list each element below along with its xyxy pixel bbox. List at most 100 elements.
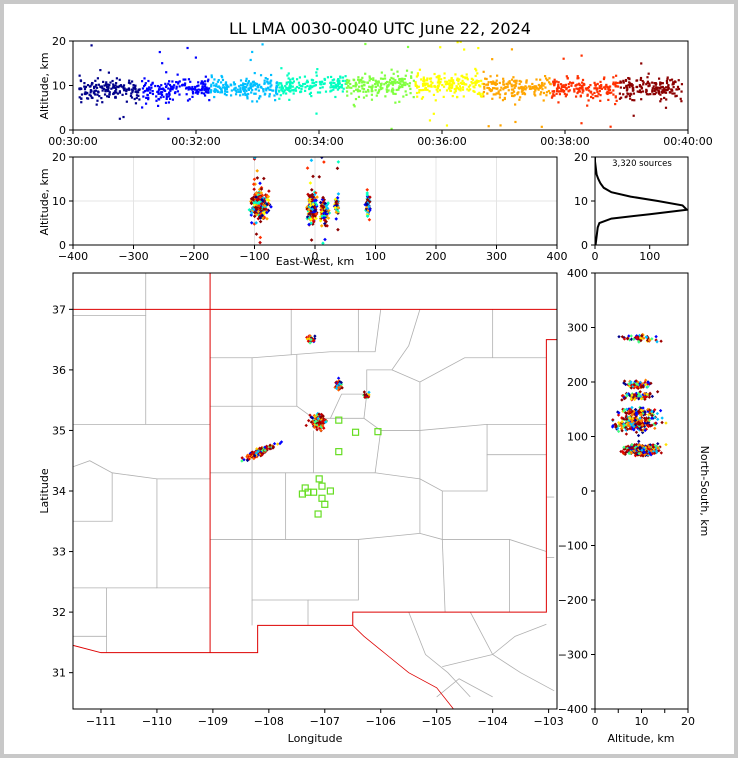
altitude-time-point (216, 80, 219, 83)
north-south-point (638, 382, 642, 386)
altitude-time-point (332, 78, 336, 81)
altitude-time-point (372, 78, 375, 82)
altitude-time-point (353, 105, 356, 108)
north-south-point (620, 449, 625, 454)
altitude-time-point (251, 50, 254, 54)
north-south-ytick-label: −100 (558, 540, 588, 553)
altitude-time-point (506, 85, 509, 89)
altitude-time-point (239, 79, 243, 82)
north-south-point (656, 446, 660, 450)
altitude-time-point (290, 89, 293, 92)
altitude-time-point (519, 80, 523, 83)
altitude-time-point (175, 80, 178, 84)
altitude-time-point (576, 87, 580, 91)
north-south-point (638, 416, 642, 420)
altitude-time-point (80, 87, 83, 91)
altitude-time-point (191, 95, 194, 98)
altitude-time-point (410, 76, 413, 79)
altitude-time-point (615, 74, 618, 77)
altitude-time-point (562, 85, 565, 88)
altitude-time-point (315, 112, 318, 115)
altitude-time-point (146, 87, 149, 90)
altitude-time-point (502, 81, 505, 84)
altitude-time-point (665, 86, 668, 89)
east-west-point (367, 199, 372, 204)
altitude-time-point (257, 89, 261, 92)
east-west-point (254, 212, 259, 217)
altitude-time-point (348, 86, 351, 89)
altitude-time-point (115, 82, 118, 85)
altitude-time-point (200, 80, 203, 83)
altitude-time-point (332, 81, 335, 84)
altitude-time-point (502, 83, 505, 86)
plan-view-point (272, 442, 277, 446)
altitude-time-point (587, 99, 590, 102)
altitude-time-point (667, 87, 670, 90)
altitude-time-point (663, 87, 666, 90)
altitude-time-point (473, 86, 476, 89)
altitude-time-point (443, 72, 446, 75)
altitude-time-point (247, 92, 250, 96)
altitude-time-point (368, 79, 371, 82)
altitude-time-point (423, 82, 426, 85)
altitude-time-point (135, 96, 138, 100)
altitude-time-point (496, 87, 499, 90)
north-south-point (624, 411, 629, 416)
east-west-point (321, 195, 325, 200)
altitude-time-point (155, 95, 158, 98)
plan-view-point (275, 442, 280, 446)
north-south-point (625, 337, 630, 341)
altitude-time-point (507, 89, 510, 92)
north-south-point (621, 417, 626, 421)
altitude-time-point (214, 90, 217, 93)
east-west-point (260, 216, 265, 220)
altitude-time-point (576, 75, 579, 78)
east-west-point (334, 202, 339, 207)
altitude-time-point (560, 87, 563, 90)
county-border (210, 309, 292, 359)
north-south-point (659, 451, 664, 455)
altitude-time-point (310, 94, 313, 98)
east-west-point (252, 222, 257, 226)
altitude-time-point (91, 81, 94, 85)
altitude-time-point (210, 74, 213, 77)
north-south-point (629, 394, 633, 398)
north-south-point (629, 380, 633, 384)
altitude-time-point (514, 103, 517, 106)
plan-view-xtick-label: −107 (310, 715, 340, 728)
altitude-time-point (372, 77, 375, 80)
station-marker (326, 487, 334, 495)
altitude-time-point (341, 79, 344, 83)
altitude-time-point (127, 87, 131, 90)
county-border (330, 417, 547, 431)
altitude-time-point (395, 88, 398, 92)
altitude-time-point (249, 87, 252, 90)
altitude-time-point (200, 89, 203, 92)
east-west-point (334, 210, 339, 215)
altitude-time-point (429, 77, 433, 80)
altitude-time-point (266, 87, 270, 90)
altitude-time-point (384, 95, 387, 98)
altitude-time-point (171, 98, 174, 101)
altitude-time-point (167, 87, 170, 90)
north-south-point (652, 422, 656, 426)
altitude-time-point (629, 97, 632, 100)
north-south-point (631, 444, 636, 448)
altitude-time-point (173, 84, 176, 87)
altitude-time-point (675, 94, 678, 97)
altitude-time-point (379, 85, 382, 88)
altitude-time-point (531, 86, 534, 89)
altitude-time-point (204, 90, 208, 93)
altitude-time-point (564, 95, 567, 98)
altitude-time-point (295, 78, 299, 81)
altitude-time-point (357, 76, 360, 79)
altitude-time-point (475, 79, 478, 82)
altitude-time-point (570, 81, 573, 85)
altitude-time-ytick-label: 0 (59, 124, 66, 137)
altitude-time-point (321, 86, 324, 89)
east-west-point (307, 222, 311, 227)
altitude-time-point (227, 85, 230, 88)
altitude-time-point (448, 84, 451, 88)
east-west-point (315, 195, 319, 199)
altitude-time-point (450, 77, 453, 80)
